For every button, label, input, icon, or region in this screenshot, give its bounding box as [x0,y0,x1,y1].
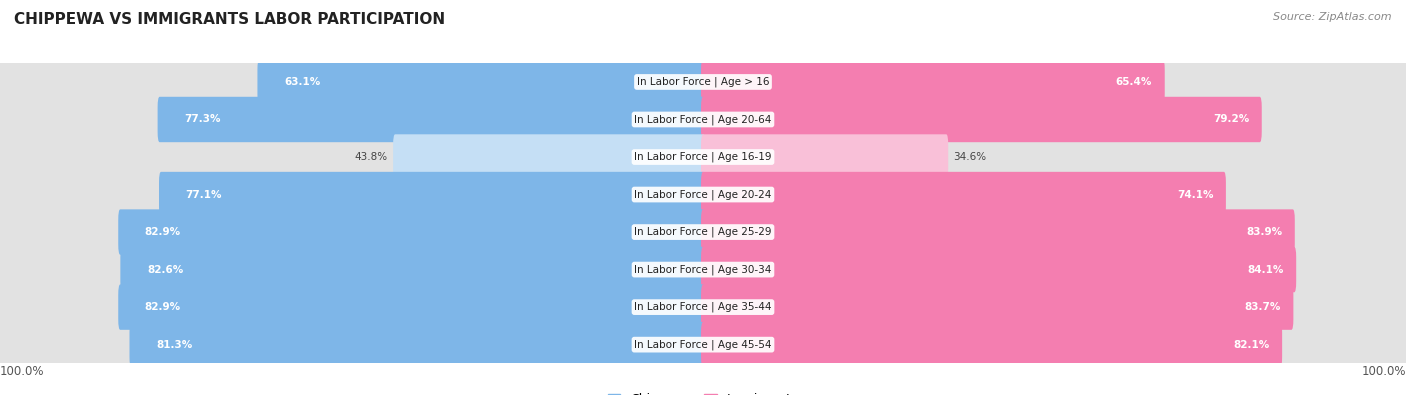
Text: 81.3%: 81.3% [156,340,193,350]
FancyBboxPatch shape [702,284,1294,330]
FancyBboxPatch shape [702,284,1406,330]
Text: 79.2%: 79.2% [1213,115,1250,124]
Text: CHIPPEWA VS IMMIGRANTS LABOR PARTICIPATION: CHIPPEWA VS IMMIGRANTS LABOR PARTICIPATI… [14,12,446,27]
Text: In Labor Force | Age > 16: In Labor Force | Age > 16 [637,77,769,87]
FancyBboxPatch shape [394,134,704,180]
FancyBboxPatch shape [157,97,704,142]
FancyBboxPatch shape [118,209,704,255]
Bar [0,326,1406,363]
Text: In Labor Force | Age 20-24: In Labor Force | Age 20-24 [634,189,772,200]
FancyBboxPatch shape [702,134,948,180]
Bar [0,251,1406,288]
Bar [0,176,1406,213]
FancyBboxPatch shape [0,247,704,292]
Text: In Labor Force | Age 35-44: In Labor Force | Age 35-44 [634,302,772,312]
Text: In Labor Force | Age 20-64: In Labor Force | Age 20-64 [634,114,772,125]
Text: In Labor Force | Age 16-19: In Labor Force | Age 16-19 [634,152,772,162]
Text: 65.4%: 65.4% [1116,77,1153,87]
Text: In Labor Force | Age 30-34: In Labor Force | Age 30-34 [634,264,772,275]
FancyBboxPatch shape [702,247,1296,292]
FancyBboxPatch shape [702,59,1406,105]
Bar [0,101,1406,138]
Text: 83.9%: 83.9% [1246,227,1282,237]
Text: 63.1%: 63.1% [284,77,321,87]
Text: In Labor Force | Age 45-54: In Labor Force | Age 45-54 [634,339,772,350]
Text: 82.9%: 82.9% [145,302,181,312]
FancyBboxPatch shape [0,172,704,217]
Text: 82.1%: 82.1% [1233,340,1270,350]
FancyBboxPatch shape [0,284,704,330]
FancyBboxPatch shape [159,172,704,217]
FancyBboxPatch shape [702,322,1406,367]
FancyBboxPatch shape [118,284,704,330]
Bar [0,288,1406,326]
FancyBboxPatch shape [129,322,704,367]
Legend: Chippewa, Immigrants: Chippewa, Immigrants [603,388,803,395]
Text: 84.1%: 84.1% [1247,265,1284,275]
Text: 77.3%: 77.3% [184,115,221,124]
FancyBboxPatch shape [0,322,704,367]
Text: In Labor Force | Age 25-29: In Labor Force | Age 25-29 [634,227,772,237]
Text: 82.6%: 82.6% [148,265,183,275]
Text: 100.0%: 100.0% [0,365,45,378]
FancyBboxPatch shape [702,172,1226,217]
FancyBboxPatch shape [0,134,704,180]
FancyBboxPatch shape [257,59,704,105]
FancyBboxPatch shape [702,59,1164,105]
Bar [0,63,1406,101]
Text: 43.8%: 43.8% [354,152,388,162]
Text: Source: ZipAtlas.com: Source: ZipAtlas.com [1274,12,1392,22]
Bar [0,138,1406,176]
Text: 100.0%: 100.0% [1361,365,1406,378]
FancyBboxPatch shape [0,97,704,142]
Text: 82.9%: 82.9% [145,227,181,237]
FancyBboxPatch shape [702,209,1295,255]
FancyBboxPatch shape [702,209,1406,255]
Text: 83.7%: 83.7% [1244,302,1281,312]
FancyBboxPatch shape [702,97,1261,142]
Text: 34.6%: 34.6% [953,152,987,162]
FancyBboxPatch shape [702,97,1406,142]
Bar [0,213,1406,251]
FancyBboxPatch shape [121,247,704,292]
FancyBboxPatch shape [702,134,1406,180]
FancyBboxPatch shape [0,59,704,105]
FancyBboxPatch shape [0,209,704,255]
Text: 77.1%: 77.1% [186,190,222,199]
Text: 74.1%: 74.1% [1177,190,1213,199]
FancyBboxPatch shape [702,247,1406,292]
FancyBboxPatch shape [702,322,1282,367]
FancyBboxPatch shape [702,172,1406,217]
